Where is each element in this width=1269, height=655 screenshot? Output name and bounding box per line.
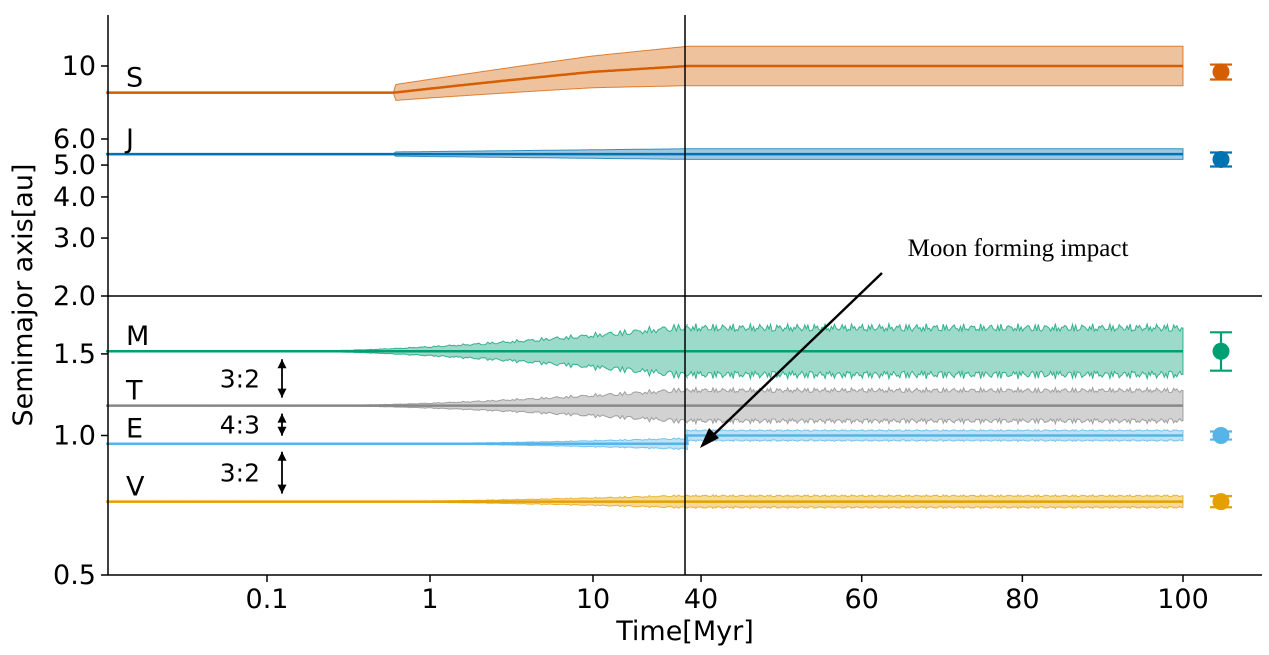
- x-tick-label: 100: [1157, 584, 1209, 615]
- resonance-2: 3:2: [220, 451, 287, 494]
- observed-E: [1210, 427, 1232, 444]
- y-axis-title: Semimajor axis[au]: [8, 164, 39, 427]
- x-tick-label: 0.1: [246, 584, 289, 615]
- line-E: [106, 434, 1183, 445]
- y-tick-label: 3.0: [53, 223, 96, 254]
- band-S: [106, 45, 1184, 101]
- observed-S: [1210, 63, 1232, 81]
- y-tick-label: 6.0: [53, 124, 96, 155]
- y-tick-label: 1.5: [53, 339, 96, 370]
- observed-J: [1210, 150, 1232, 168]
- planet-label-E: E: [126, 414, 143, 445]
- y-tick-label: 0.5: [53, 560, 96, 591]
- resonance-0: 3:2: [220, 359, 287, 398]
- series-bands: [106, 45, 1184, 510]
- resonance-label: 3:2: [220, 364, 260, 393]
- x-tick-label: 40: [684, 584, 718, 615]
- resonance-annotations: 3:2 4:3 3:2: [220, 359, 287, 494]
- planet-label-M: M: [126, 321, 149, 352]
- impact-arrow: [700, 272, 883, 448]
- x-tick-label: 1: [421, 584, 438, 615]
- planet-label-S: S: [126, 63, 143, 94]
- y-ticks: 10 6.05.04.0 3.0 2.0 1.5 1.0 0.5: [53, 51, 108, 591]
- x-ticks: 0.1 1 10 40 60 80 100: [246, 575, 1209, 615]
- band-E: [106, 428, 1184, 451]
- y-tick-label: 1.0: [53, 421, 96, 452]
- line-S: [106, 64, 1183, 94]
- observed-M: [1210, 331, 1232, 372]
- y-tick-label: 2.0: [53, 281, 96, 312]
- observed-points: [1210, 63, 1232, 511]
- y-tick-label: 10: [62, 51, 96, 82]
- planet-label-V: V: [126, 472, 145, 503]
- x-axis-title: Time[Myr]: [615, 616, 754, 647]
- impact-annotation: Moon forming impact: [908, 235, 1129, 262]
- y-tick-label: 4.0: [53, 182, 96, 213]
- resonance-label: 4:3: [220, 411, 260, 440]
- x-tick-label: 60: [845, 584, 879, 615]
- observed-V: [1210, 493, 1232, 511]
- planet-label-J: J: [124, 124, 134, 155]
- series-lines: [106, 64, 1183, 503]
- x-tick-label: 80: [1005, 584, 1039, 615]
- planet-label-T: T: [125, 376, 143, 407]
- resonance-label: 3:2: [220, 459, 260, 488]
- resonance-1: 4:3: [220, 411, 287, 440]
- y-tick-label: 5.0: [53, 150, 96, 181]
- x-tick-label: 10: [576, 584, 610, 615]
